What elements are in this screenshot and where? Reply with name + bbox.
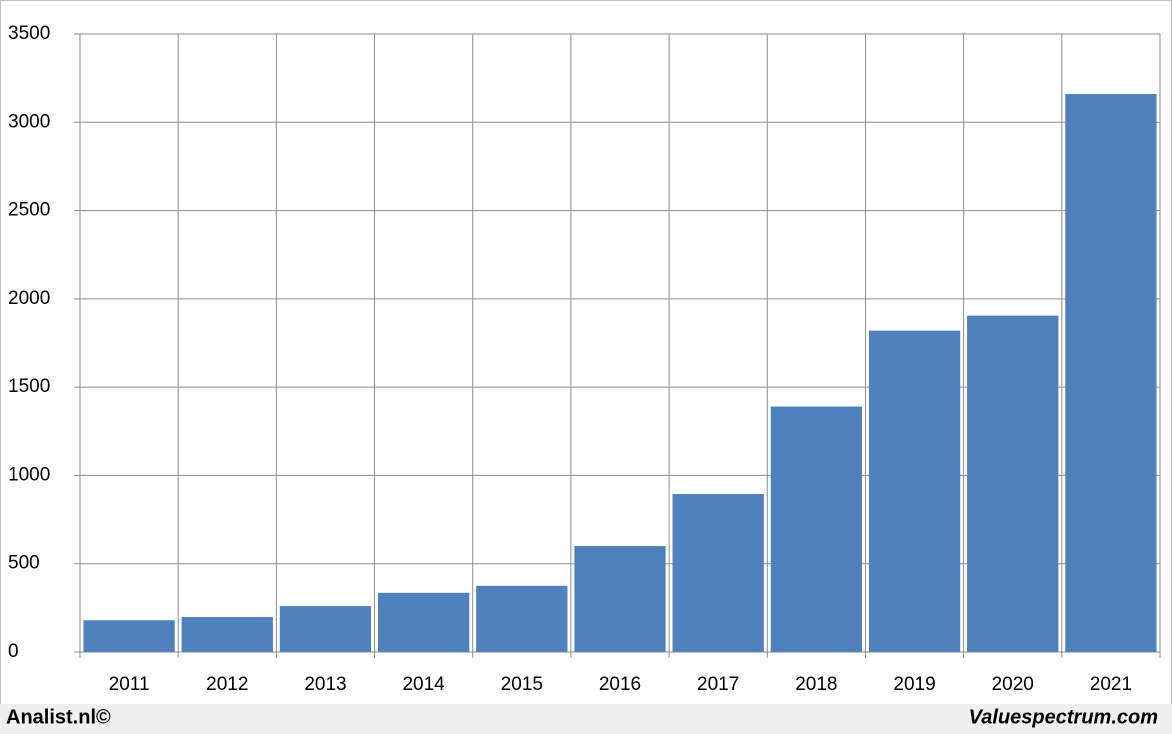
bar <box>476 585 568 652</box>
x-tick-label: 2017 <box>697 674 739 695</box>
bar <box>574 546 666 652</box>
bar <box>672 493 764 652</box>
bar <box>377 592 470 652</box>
x-tick-label: 2018 <box>795 674 837 695</box>
footer-band <box>0 704 1172 734</box>
bar <box>770 406 863 652</box>
y-tick-label: 1000 <box>8 464 50 485</box>
x-tick-label: 2013 <box>304 674 346 695</box>
x-tick-label: 2020 <box>992 674 1034 695</box>
x-tick-label: 2012 <box>206 674 248 695</box>
footer-right: Valuespectrum.com <box>969 706 1158 728</box>
bar <box>181 617 273 652</box>
y-tick-label: 2000 <box>8 288 50 309</box>
y-tick-label: 1500 <box>8 376 50 397</box>
y-tick-label: 3500 <box>8 23 50 44</box>
bar <box>279 606 372 652</box>
bar <box>83 620 175 652</box>
bar <box>967 315 1059 652</box>
x-tick-label: 2019 <box>893 674 935 695</box>
x-tick-label: 2021 <box>1090 674 1132 695</box>
y-tick-label: 3000 <box>8 111 50 132</box>
y-tick-label: 500 <box>8 553 40 574</box>
y-tick-label: 0 <box>8 641 19 662</box>
x-tick-label: 2014 <box>402 674 445 695</box>
x-tick-label: 2016 <box>599 674 641 695</box>
y-tick-label: 2500 <box>8 200 50 221</box>
x-tick-label: 2015 <box>501 674 543 695</box>
bar <box>868 330 961 652</box>
x-tick-label: 2011 <box>109 674 150 695</box>
bar <box>1065 94 1157 652</box>
footer-left: Analist.nl© <box>6 706 111 728</box>
